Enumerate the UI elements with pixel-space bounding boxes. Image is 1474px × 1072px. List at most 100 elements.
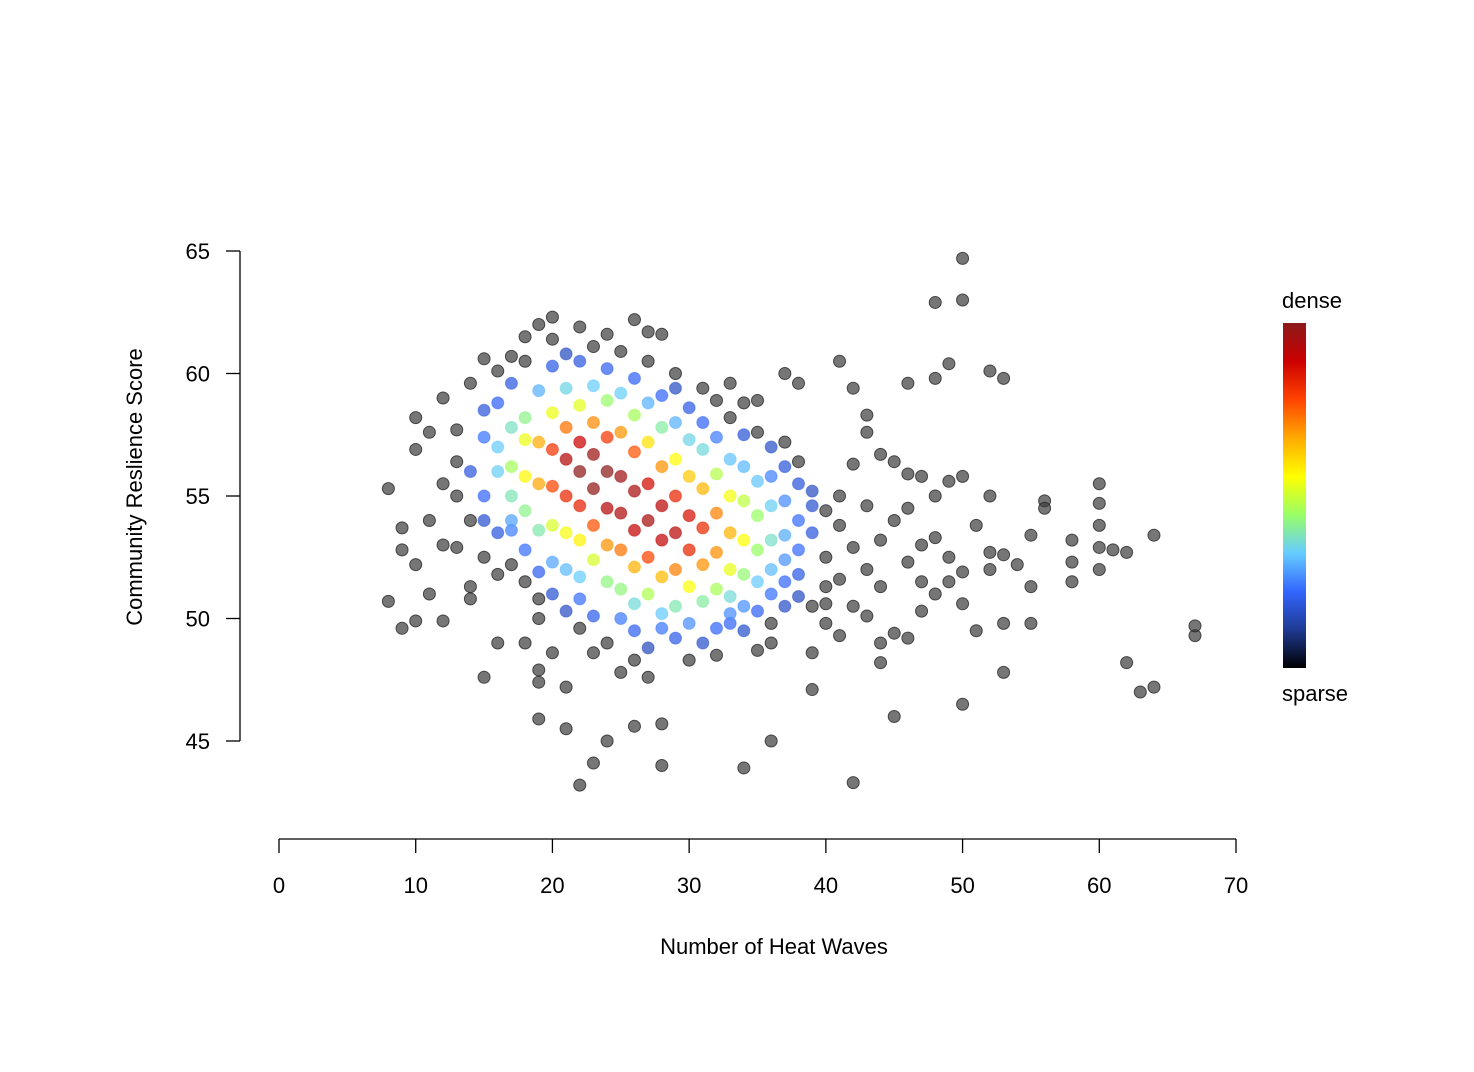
y-tick-label: 50: [186, 607, 210, 632]
data-point: [655, 460, 669, 474]
data-point: [792, 543, 806, 557]
data-point: [778, 575, 792, 589]
data-point: [668, 381, 682, 395]
data-point: [600, 465, 614, 478]
data-point: [805, 683, 819, 697]
data-point: [559, 489, 573, 503]
data-point: [545, 310, 559, 324]
data-point: [450, 455, 464, 469]
data-point: [545, 359, 559, 373]
data-point: [532, 712, 546, 726]
x-tick-label: 10: [403, 873, 427, 898]
x-tick-label: 60: [1087, 873, 1111, 898]
data-point: [983, 563, 997, 576]
data-point: [450, 423, 464, 437]
data-point: [709, 621, 723, 635]
data-point: [641, 514, 655, 527]
data-point: [751, 509, 764, 523]
data-point: [709, 648, 723, 662]
data-point: [874, 656, 888, 670]
data-point: [928, 531, 942, 545]
data-point: [805, 484, 819, 498]
data-point: [409, 411, 423, 425]
legend-label-dense: dense: [1282, 288, 1342, 313]
data-point: [1092, 518, 1106, 532]
data-point: [600, 362, 614, 376]
data-point: [450, 540, 464, 554]
data-point: [737, 460, 751, 474]
data-point: [860, 425, 874, 439]
data-point: [1106, 543, 1120, 557]
data-point: [778, 367, 792, 380]
data-point: [614, 612, 628, 625]
data-point: [792, 455, 806, 469]
data-point: [559, 604, 573, 618]
data-point: [641, 670, 655, 684]
data-point: [655, 717, 669, 731]
data-point: [614, 469, 628, 483]
data-point: [532, 675, 546, 689]
data-point: [559, 381, 573, 395]
data-point: [682, 469, 696, 483]
data-point: [723, 411, 737, 425]
data-point: [874, 533, 888, 547]
data-point: [545, 479, 559, 493]
data-point: [559, 563, 573, 576]
data-point: [668, 367, 682, 380]
data-point: [477, 514, 491, 527]
data-point: [751, 604, 764, 618]
data-point: [627, 313, 641, 327]
data-point: [600, 501, 614, 515]
data-point: [532, 565, 546, 579]
data-point: [504, 558, 518, 572]
data-point: [504, 420, 518, 434]
data-point: [901, 467, 915, 481]
data-point: [901, 631, 915, 645]
data-point: [1092, 496, 1106, 510]
data-point: [696, 381, 710, 395]
data-point: [641, 435, 655, 449]
data-point: [860, 609, 874, 623]
data-point: [805, 526, 819, 540]
data-point: [518, 543, 532, 557]
data-point: [641, 396, 655, 410]
data-point: [778, 460, 792, 474]
data-point: [805, 599, 819, 613]
data-point: [518, 636, 532, 650]
data-point: [627, 408, 641, 422]
data-point: [395, 521, 409, 535]
data-point: [504, 489, 518, 503]
data-point: [641, 587, 655, 601]
data-point: [956, 293, 970, 307]
data-point: [901, 376, 915, 390]
data-point: [627, 597, 641, 611]
data-point: [846, 599, 860, 613]
data-point: [641, 641, 655, 655]
data-point: [709, 582, 723, 596]
x-tick-label: 30: [677, 873, 701, 898]
data-point: [723, 607, 737, 621]
data-point: [764, 636, 778, 650]
data-point: [860, 563, 874, 576]
data-point: [846, 457, 860, 471]
data-point: [792, 376, 806, 390]
density-colorbar: [1283, 323, 1306, 668]
data-point: [532, 663, 546, 677]
data-point: [641, 325, 655, 339]
data-point: [614, 582, 628, 596]
data-point: [477, 550, 491, 564]
data-point: [545, 646, 559, 660]
data-point: [723, 489, 737, 503]
data-point: [737, 396, 751, 410]
data-point: [1010, 558, 1024, 572]
data-point: [915, 575, 929, 589]
data-point: [668, 452, 682, 466]
data-point: [942, 575, 956, 589]
data-point: [518, 354, 532, 368]
data-point: [928, 371, 942, 385]
data-point: [901, 501, 915, 515]
data-point: [764, 563, 778, 576]
y-axis-title: Community Reslience Score: [122, 348, 147, 626]
data-point: [586, 646, 600, 660]
data-point: [614, 543, 628, 557]
